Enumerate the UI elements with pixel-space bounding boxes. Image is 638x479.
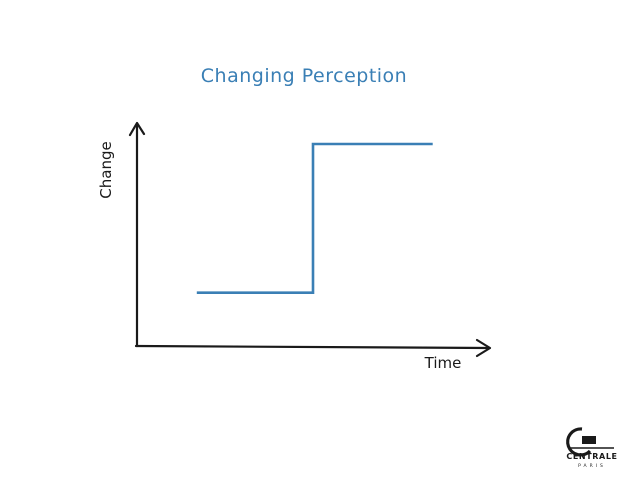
series-line [196, 142, 433, 295]
y-axis-label: Change [97, 141, 115, 198]
logo-text: CENTRALE [566, 452, 617, 461]
logo-subtext: PARIS [578, 463, 606, 469]
logo-block [582, 436, 596, 444]
x-axis [134, 344, 491, 350]
x-axis-arrowhead [475, 338, 492, 358]
y-axis-arrowhead [128, 121, 146, 137]
chart-title: Changing Perception [201, 65, 407, 87]
x-axis-label: Time [424, 354, 462, 372]
logo-emblem [566, 427, 592, 457]
centrale-paris-logo: CENTRALE PARIS [566, 427, 617, 469]
